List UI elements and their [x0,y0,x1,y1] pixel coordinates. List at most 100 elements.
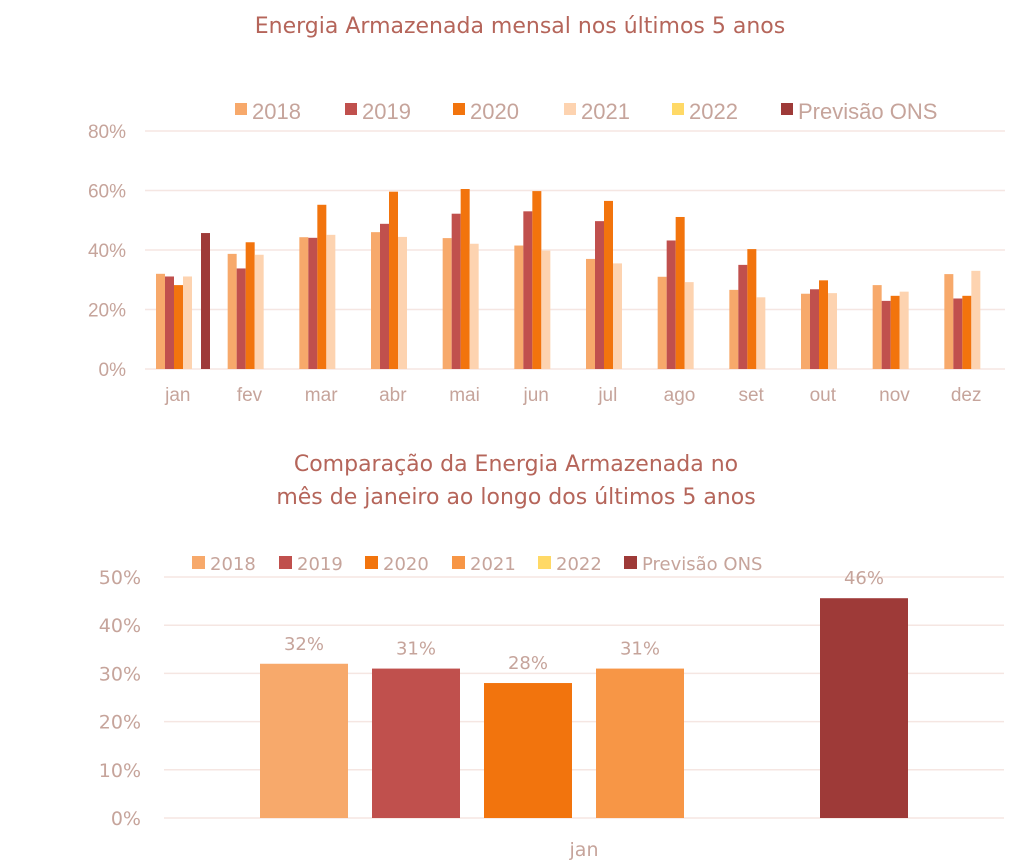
legend-label: 2021 [581,99,630,124]
bar-2021-mai [469,243,479,369]
bar-2018-out [801,293,810,369]
x-tick-label: set [738,385,764,406]
bar-2020-jun [532,191,542,369]
x-tick-label: jun [522,385,548,406]
bar-2021-fev [254,254,264,369]
bar-2018-mai [442,238,452,369]
bar-2020-jan [484,683,572,818]
data-label: 31% [396,639,436,660]
y-tick-label: 40% [88,241,126,262]
legend-swatch [365,556,378,569]
x-tick-label: abr [379,385,407,406]
chart-2-title-line-2: mês de janeiro ao longo dos últimos 5 an… [276,485,756,510]
bar-2020-jan [174,285,183,369]
legend-swatch [624,556,637,569]
bar-2018-set [729,289,739,369]
bar-2020-fev [245,242,255,369]
bar-2019-ago [666,240,676,369]
bar-2019-out [810,289,819,369]
bar-2018-fev [227,253,237,369]
bar-2020-dez [962,295,972,369]
x-tick-label: nov [879,385,910,406]
data-label: 46% [844,568,884,589]
x-tick-label: mar [305,385,338,406]
bar-2018-jan [260,663,348,818]
bar-2018-mar [299,237,309,369]
bar-2021-abr [398,236,407,369]
chart-2-title: Comparação da Energia Armazenada no mês … [4,448,1024,514]
y-tick-label: 50% [99,567,141,589]
y-tick-label: 40% [99,615,141,637]
legend-label: 2018 [252,99,301,124]
data-label: 31% [620,639,660,660]
bar-2019-jun [523,211,533,369]
legend-swatch [564,103,576,115]
bar-2019-mar [308,237,318,369]
legend-label: 2019 [362,99,411,124]
bar-2020-mai [460,189,470,369]
bar-2020-jul [604,200,613,369]
y-tick-label: 0% [99,360,127,381]
data-label: 32% [284,634,324,655]
x-tick-label: jul [597,385,617,406]
bar-2018-jul [586,258,595,369]
legend-swatch [781,103,793,115]
bar-2021-jan [183,276,192,369]
y-tick-label: 80% [88,122,126,143]
bar-previs-o-ons-jan [201,233,210,369]
x-tick-label: fev [237,385,263,406]
bar-2021-nov [899,291,909,369]
legend-label: 2018 [210,554,256,575]
legend-label: Previsão ONS [642,554,762,575]
bar-2021-jan [596,668,684,818]
legend-swatch [235,103,247,115]
bar-2018-abr [371,232,380,369]
legend-label: Previsão ONS [798,99,937,124]
y-tick-label: 20% [99,712,141,734]
legend-label: 2021 [470,554,516,575]
bar-2020-set [747,249,757,369]
chart-2-title-line-1: Comparação da Energia Armazenada no [293,452,739,477]
bar-2021-set [756,297,766,369]
legend-swatch [192,556,205,569]
bar-2021-mar [326,234,336,369]
bar-2019-abr [380,223,389,369]
bar-2020-abr [389,191,398,369]
bar-2021-dez [971,270,981,369]
bar-2021-ago [684,282,694,369]
bar-2019-set [738,264,748,369]
y-tick-label: 30% [99,663,141,685]
bar-2019-fev [236,268,246,369]
legend-swatch [345,103,357,115]
monthly-chart: 0% 20% 40% 60% 80% jan fev mar abr mai jun jul ago se… [88,99,1005,406]
y-tick-label: 20% [88,301,126,322]
bar-previs-o-ons-jan [820,598,908,818]
bar-2019-jan [372,668,460,818]
bar-2019-nov [881,300,891,369]
bar-2018-jun [514,245,524,369]
bar-2018-jan [156,273,165,369]
bar-2018-nov [872,285,882,369]
legend-swatch [672,103,684,115]
bar-2019-jan [165,276,174,369]
bar-2020-nov [890,295,900,369]
x-tick-label: jan [164,385,190,406]
bar-2021-jun [541,250,551,369]
legend-swatch [452,556,465,569]
x-tick-label: ago [664,385,696,406]
bar-2019-jul [595,221,604,369]
x-tick-label: dez [951,385,982,406]
bar-2018-ago [657,276,667,369]
bar-2019-dez [953,298,963,369]
legend-label: 2022 [689,99,738,124]
x-tick-label: jan [569,839,599,861]
y-tick-label: 0% [111,808,141,830]
legend-label: 2020 [470,99,519,124]
x-tick-label: out [810,385,837,406]
legend-swatch [538,556,551,569]
legend-swatch [279,556,292,569]
bar-2020-mar [317,204,327,369]
y-tick-label: 10% [99,760,141,782]
y-tick-label: 60% [88,182,126,203]
legend-label: 2019 [297,554,343,575]
